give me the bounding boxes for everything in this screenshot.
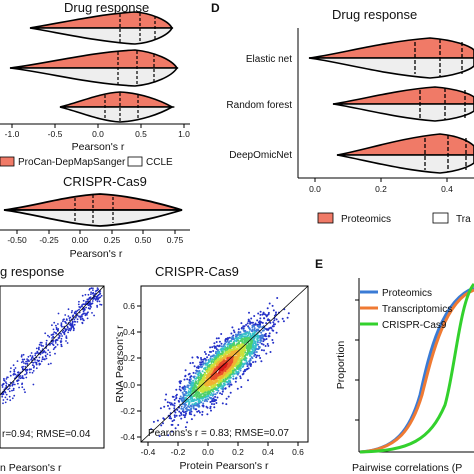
scatter-left-stat: r=0.94; RMSE=0.04 [2,429,91,440]
cdf-crispr [359,283,474,454]
tick-label: 0.4 [441,184,453,194]
scatter-left-xlabel: n Pearson's r [0,462,62,474]
tick-label: -0.25 [39,235,59,245]
panel-c-drug-response: Drug response [0,0,190,168]
legend-label-transcriptomics: Tra [456,214,471,225]
legend-label-transcriptomics: Transcriptomics [382,304,452,315]
d-row-label: DeepOmicNet [229,150,292,161]
tick-label: -1.0 [5,129,20,139]
tick-label: 0.6 [292,447,304,457]
panel-e-ylabel: Proportion [335,341,347,390]
panel-c-crispr-x-ticks: -0.50 -0.25 0.00 0.25 0.50 0.75 [7,230,184,245]
violin-row-1 [29,11,174,45]
cdf-transcriptomics [359,288,474,454]
legend-label-crispr: CRISPR-Cas9 [382,320,447,331]
tick-label: 0.25 [104,235,121,245]
tick-label: 0.2 [232,447,244,457]
panel-c-drug-x-ticks: -1.0 -0.5 0.0 0.5 1.0 [5,124,190,139]
panel-c-drug-xlabel: Pearson's r [72,141,125,153]
panel-c-crispr-title: CRISPR-Cas9 [63,174,147,189]
violin-row-3 [59,91,175,123]
tick-label: -0.4 [120,432,135,442]
legend-swatch-proteomics [317,212,334,224]
panel-e-y-ticks [355,299,359,421]
tick-label: 0.0 [202,447,214,457]
tick-label: 0.0 [123,380,135,390]
d-row-label: Random forest [226,100,292,111]
tick-label: -0.2 [120,406,135,416]
legend-swatch-ccle [127,156,143,167]
tick-label: 0.75 [167,235,184,245]
scatter-left: g response r=0.94; RMSE=0.04 n Pearson's… [0,264,105,474]
tick-label: -0.2 [171,447,186,457]
scatter-right-ylabel: RNA Pearson's r [114,325,126,403]
panel-d-title: Drug response [332,7,417,22]
tick-label: 0.0 [92,129,104,139]
scatter-right-y-ticks: -0.4 -0.2 0.0 0.2 0.4 0.6 [120,301,141,442]
legend-label-proteomics: Proteomics [341,214,391,225]
legend-label-procan: ProCan-DepMapSanger [18,157,126,168]
scatter-right-x-ticks: -0.4 -0.2 0.0 0.2 0.4 0.6 [141,442,304,457]
d-row-label: Elastic net [246,54,292,65]
legend-swatch-transcriptomics [432,212,449,224]
tick-label: 1.0 [178,129,190,139]
d-row-elastic-net: Elastic net [246,37,474,79]
panel-e-label: E [315,257,323,271]
tick-label: -0.5 [48,129,63,139]
tick-label: -0.4 [141,447,156,457]
panel-d-label: D [211,1,220,15]
tick-label: 0.50 [135,235,152,245]
d-row-random-forest: Random forest [226,86,474,122]
tick-label: 0.4 [262,447,274,457]
panel-d-legend: Proteomics Tra [317,212,471,225]
scatter-right-points [150,297,290,438]
tick-label: 0.6 [123,301,135,311]
tick-label: 0.2 [375,184,387,194]
panel-d-x-ticks: 0.0 0.2 0.4 [309,178,453,194]
tick-label: 0.5 [135,129,147,139]
scatter-right-xlabel: Protein Pearson's r [180,460,269,472]
legend-label-proteomics: Proteomics [382,288,432,299]
legend-label-ccle: CCLE [146,157,173,168]
scatter-right-stat: Pearons's r = 0.83; RMSE=0.07 [148,428,289,439]
panel-e-legend: Proteomics Transcriptomics CRISPR-Cas9 [360,288,452,331]
panel-c-crispr: CRISPR-Cas9 -0.50 -0.25 0.00 0.25 0.50 0… [0,174,190,260]
panel-c-crispr-xlabel: Pearson's r [70,248,123,260]
scatter-right: CRISPR-Cas9 -0.4 -0.2 0.0 0.2 0.4 0.6 -0… [114,264,309,472]
tick-label: 0.0 [309,184,321,194]
panel-e-xlabel: Pairwise correlations (P [352,462,462,474]
legend-swatch-procan [0,156,15,167]
panel-c-legend: ProCan-DepMapSanger CCLE [0,156,173,168]
tick-label: 0.00 [72,235,89,245]
panel-e: E Proteomics Transcriptomics CRISPR-Cas9… [315,257,474,474]
tick-label: 0.2 [123,353,135,363]
tick-label: 0.4 [123,327,135,337]
scatter-left-title: g response [0,264,64,279]
panel-c-drug-title: Drug response [64,0,149,15]
d-row-deepomicnet: DeepOmicNet [229,133,474,174]
violin-row-2 [9,49,179,87]
tick-label: -0.50 [7,235,27,245]
panel-d: D Drug response Elastic net Random fores… [207,0,474,248]
scatter-right-title: CRISPR-Cas9 [155,264,239,279]
